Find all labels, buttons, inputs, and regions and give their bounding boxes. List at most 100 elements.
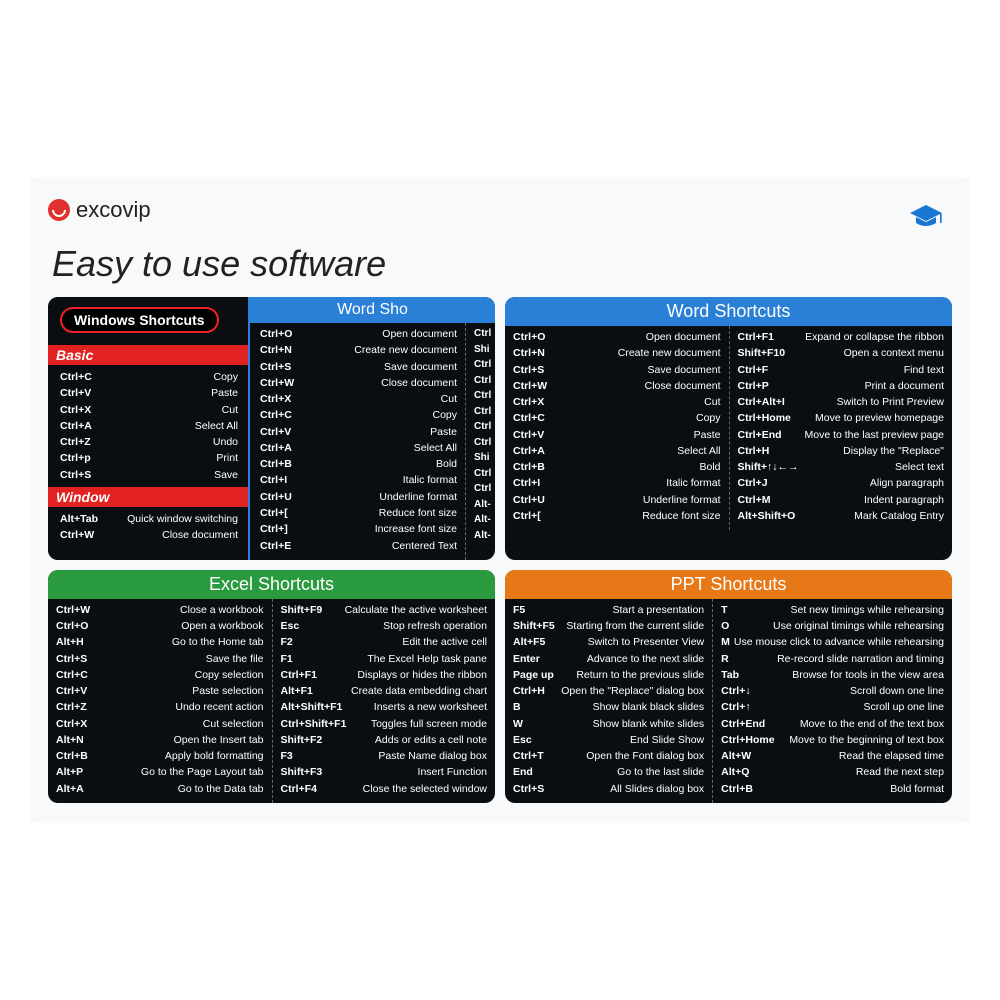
- shortcut-row: Ctrl+CCopy: [60, 369, 238, 385]
- brand-name: excovip: [76, 197, 151, 223]
- shortcut-row: Ctrl+F1Expand or collapse the ribbon: [738, 329, 945, 345]
- shortcut-row: F1The Excel Help task pane: [281, 651, 488, 667]
- shortcut-row: BShow blank black slides: [513, 699, 704, 715]
- shortcut-row: Ctrl: [474, 466, 487, 482]
- shortcut-row: Ctrl+XCut: [260, 391, 457, 407]
- shortcut-row: Ctrl+CCopy: [513, 410, 721, 426]
- shortcut-row: Alt-: [474, 512, 487, 528]
- shortcut-row: Shift+F5Starting from the current slide: [513, 618, 704, 634]
- shortcut-row: Ctrl: [474, 357, 487, 373]
- windows-badge: Windows Shortcuts: [60, 307, 219, 333]
- shortcut-row: Shift+F9Calculate the active worksheet: [281, 602, 488, 618]
- shortcut-row: Ctrl+SSave document: [260, 359, 457, 375]
- shortcut-row: EndGo to the last slide: [513, 764, 704, 780]
- shortcut-row: Ctrl+NCreate new document: [513, 345, 721, 361]
- windows-left: Windows Shortcuts BasicCtrl+CCopyCtrl+VP…: [48, 297, 248, 560]
- shortcut-row: F5Start a presentation: [513, 602, 704, 618]
- shortcut-row: Ctrl+VPaste: [260, 424, 457, 440]
- shortcut-row: Ctrl+↑Scroll up one line: [721, 699, 944, 715]
- windows-right: Word Sho Ctrl+OOpen documentCtrl+NCreate…: [248, 297, 495, 560]
- shortcut-row: Ctrl+SSave the file: [56, 651, 264, 667]
- shortcut-row: Ctrl+UUnderline format: [260, 489, 457, 505]
- shortcut-row: RRe-record slide narration and timing: [721, 651, 944, 667]
- shortcut-row: TabBrowse for tools in the view area: [721, 667, 944, 683]
- shortcut-row: Ctrl+Alt+ISwitch to Print Preview: [738, 394, 945, 410]
- shortcut-row: WShow blank white slides: [513, 716, 704, 732]
- shortcut-row: Ctrl+HomeMove to preview homepage: [738, 410, 945, 426]
- shortcut-row: Ctrl+UUnderline format: [513, 492, 721, 508]
- windows-right-title: Word Sho: [250, 297, 495, 323]
- shortcut-row: OUse original timings while rehearsing: [721, 618, 944, 634]
- shortcut-row: Ctrl: [474, 435, 487, 451]
- shortcut-row: Ctrl+]Increase font size: [260, 521, 457, 537]
- shortcut-row: Shi: [474, 450, 487, 466]
- shortcut-row: Ctrl+ECentered Text: [260, 538, 457, 554]
- shortcut-row: Ctrl+WClose document: [513, 378, 721, 394]
- shortcut-row: EscStop refresh operation: [281, 618, 488, 634]
- shortcut-row: Ctrl: [474, 388, 487, 404]
- ppt-title: PPT Shortcuts: [505, 570, 952, 599]
- shortcut-row: Ctrl+BBold: [513, 459, 721, 475]
- section-header: Window: [48, 487, 248, 507]
- tagline: Easy to use software: [52, 243, 952, 285]
- section-header: Basic: [48, 345, 248, 365]
- shortcut-row: Alt+Shift+OMark Catalog Entry: [738, 508, 945, 524]
- shortcut-row: Ctrl: [474, 419, 487, 435]
- shortcut-row: Shift+F2Adds or edits a cell note: [281, 732, 488, 748]
- shortcut-row: Shi: [474, 342, 487, 358]
- shortcut-row: Ctrl+MIndent paragraph: [738, 492, 945, 508]
- shortcut-row: Alt+HGo to the Home tab: [56, 634, 264, 650]
- shortcut-row: Alt+Shift+F1Inserts a new worksheet: [281, 699, 488, 715]
- shortcut-row: Shift+F10Open a context menu: [738, 345, 945, 361]
- shortcut-row: F2Edit the active cell: [281, 634, 488, 650]
- shortcut-row: Alt+WRead the elapsed time: [721, 748, 944, 764]
- shortcut-row: Ctrl+XCut selection: [56, 716, 264, 732]
- shortcut-row: Ctrl+BApply bold formatting: [56, 748, 264, 764]
- shortcut-row: Ctrl+F1Displays or hides the ribbon: [281, 667, 488, 683]
- shortcut-row: Ctrl+VPaste: [513, 427, 721, 443]
- shortcut-row: Ctrl+IItalic format: [260, 472, 457, 488]
- shortcut-row: Ctrl+FFind text: [738, 362, 945, 378]
- shortcut-row: Ctrl+ASelect All: [513, 443, 721, 459]
- shortcut-row: Page upReturn to the previous slide: [513, 667, 704, 683]
- shortcut-row: Ctrl+ZUndo recent action: [56, 699, 264, 715]
- brand: excovip: [48, 197, 151, 223]
- shortcut-row: Ctrl+EndMove to the end of the text box: [721, 716, 944, 732]
- shortcut-row: EnterAdvance to the next slide: [513, 651, 704, 667]
- shortcut-row: Ctrl+OOpen a workbook: [56, 618, 264, 634]
- shortcut-row: Alt-: [474, 497, 487, 513]
- shortcut-row: Ctrl+TOpen the Font dialog box: [513, 748, 704, 764]
- shortcut-row: Ctrl+SAll Slides dialog box: [513, 781, 704, 797]
- ppt-card: PPT Shortcuts F5Start a presentationShif…: [505, 570, 952, 803]
- shortcut-row: Ctrl+ASelect All: [60, 418, 238, 434]
- excel-title: Excel Shortcuts: [48, 570, 495, 599]
- shortcut-row: Ctrl+HomeMove to the beginning of text b…: [721, 732, 944, 748]
- excel-card: Excel Shortcuts Ctrl+WClose a workbookCt…: [48, 570, 495, 803]
- shortcut-row: Alt-: [474, 528, 487, 544]
- shortcut-row: MUse mouse click to advance while rehear…: [721, 634, 944, 650]
- word-card: Word Shortcuts Ctrl+OOpen documentCtrl+N…: [505, 297, 952, 560]
- word-title: Word Shortcuts: [505, 297, 952, 326]
- shortcut-row: Ctrl+↓Scroll down one line: [721, 683, 944, 699]
- shortcut-row: F3Paste Name dialog box: [281, 748, 488, 764]
- shortcut-row: Ctrl+WClose document: [60, 527, 238, 543]
- shortcut-row: Ctrl+SSave document: [513, 362, 721, 378]
- card-grid: Windows Shortcuts BasicCtrl+CCopyCtrl+VP…: [48, 297, 952, 803]
- shortcut-row: Ctrl+[Reduce font size: [513, 508, 721, 524]
- shortcut-row: Alt+NOpen the Insert tab: [56, 732, 264, 748]
- shortcut-row: Ctrl+Shift+F1Toggles full screen mode: [281, 716, 488, 732]
- graduation-cap-icon: [908, 203, 944, 231]
- shortcut-row: Alt+PGo to the Page Layout tab: [56, 764, 264, 780]
- shortcut-row: Ctrl+BBold: [260, 456, 457, 472]
- shortcut-row: Ctrl+ASelect All: [260, 440, 457, 456]
- shortcut-row: Ctrl+IItalic format: [513, 475, 721, 491]
- shortcut-row: Shift+F3Insert Function: [281, 764, 488, 780]
- shortcut-row: Ctrl: [474, 481, 487, 497]
- shortcut-row: Ctrl+ZUndo: [60, 434, 238, 450]
- shortcut-row: Alt+AGo to the Data tab: [56, 781, 264, 797]
- shortcut-row: Alt+QRead the next step: [721, 764, 944, 780]
- shortcut-row: Ctrl+OOpen document: [513, 329, 721, 345]
- shortcut-row: Ctrl+VPaste selection: [56, 683, 264, 699]
- shortcut-row: Ctrl+HOpen the "Replace" dialog box: [513, 683, 704, 699]
- shortcut-row: Ctrl: [474, 326, 487, 342]
